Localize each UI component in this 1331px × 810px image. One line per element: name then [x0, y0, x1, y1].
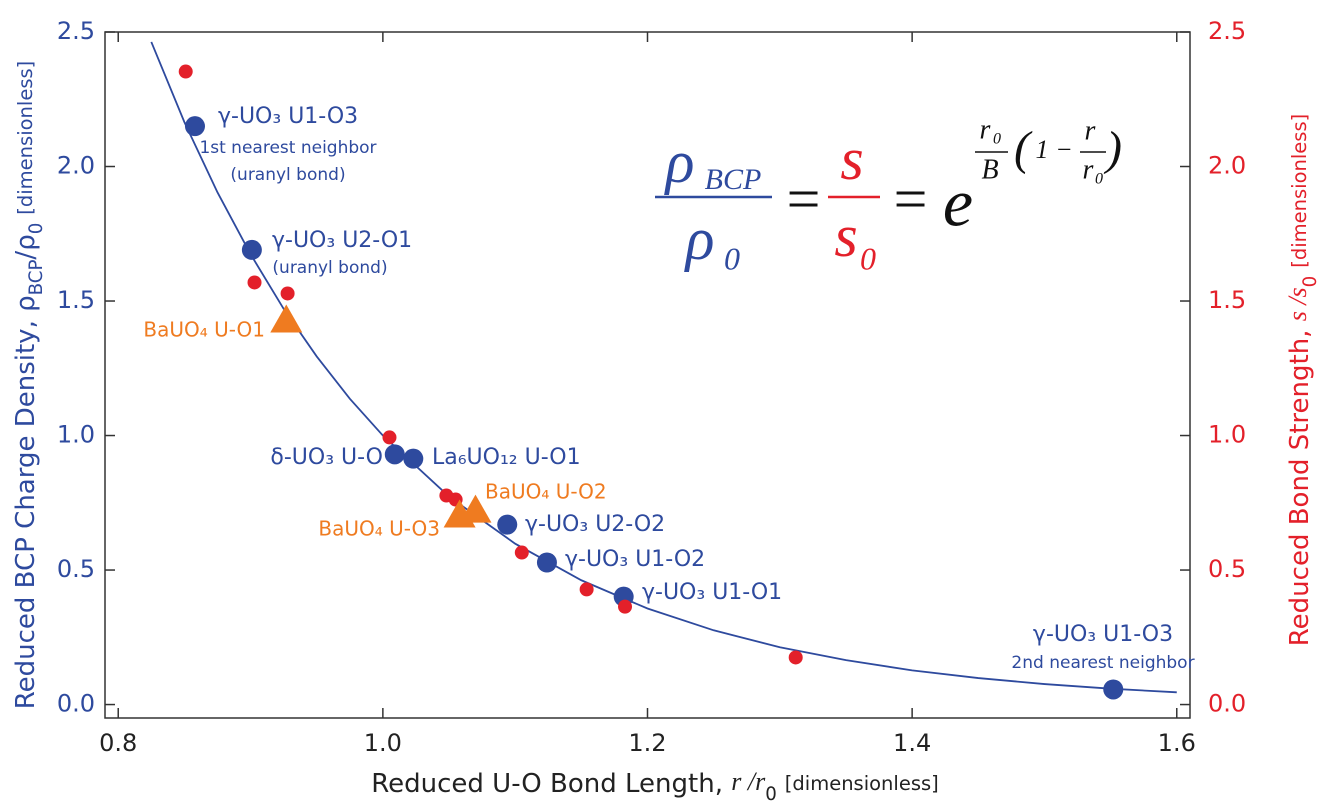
- data-point: [184, 116, 205, 137]
- data-point: [247, 275, 262, 290]
- y-axis-label: Reduced BCP Charge Density, ρBCP/ρ0 [dime…: [11, 61, 47, 710]
- label-part: r /r: [731, 767, 766, 796]
- y2-tick-label: 2.5: [1208, 17, 1246, 45]
- point-label: γ-UO₃ U1-O2: [565, 547, 705, 572]
- y-tick-label: 2.5: [57, 17, 95, 45]
- equation-part: ρ: [664, 129, 695, 195]
- data-point: [618, 599, 633, 614]
- data-point: [514, 545, 529, 560]
- equation-part: =: [783, 166, 824, 232]
- data-point: [536, 552, 557, 573]
- label-part: [dimensionless]: [14, 61, 37, 215]
- label-part: 0: [1300, 276, 1321, 288]
- point-label: γ-UO₃ U2-O2: [525, 512, 665, 537]
- y2-axis-label: Reduced Bond Strength, s /s0 [dimensionle…: [1283, 114, 1321, 646]
- y-tick-label: 1.5: [57, 286, 95, 314]
- equation-part: r: [1085, 115, 1096, 146]
- equation-part: s: [840, 126, 863, 192]
- x-tick-label: 1.4: [893, 729, 931, 757]
- data-point: [241, 239, 262, 260]
- label-part: Reduced U-O Bond Length,: [371, 769, 731, 799]
- point-label: La₆UO₁₂ U-O1: [432, 445, 581, 470]
- label-part: Reduced BCP Charge Density, ρ: [11, 295, 41, 709]
- point-label: BaUO₄ U-O2: [485, 480, 607, 504]
- label-part: s /s: [1283, 287, 1312, 321]
- equation-part: B: [981, 154, 998, 185]
- equation-part: 0: [993, 131, 1001, 148]
- point-label: (uranyl bond): [230, 165, 345, 185]
- label-part: /ρ: [11, 234, 41, 259]
- equation-part: (: [1014, 122, 1033, 175]
- y2-tick-label: 2.0: [1208, 152, 1246, 180]
- label-part: [dimensionless]: [785, 772, 939, 795]
- equation-part: r: [1083, 154, 1094, 185]
- point-label: BaUO₄ U-O3: [318, 517, 440, 541]
- equation-part: 0: [724, 240, 740, 276]
- y2-tick-label: 0.0: [1208, 690, 1246, 718]
- triangle-point: [270, 304, 303, 333]
- equation-part: −: [1055, 135, 1073, 164]
- data-point: [579, 582, 594, 597]
- equation-part: s: [834, 203, 857, 269]
- data-point: [403, 448, 424, 469]
- data-point: [497, 514, 518, 535]
- x-tick-label: 0.8: [99, 729, 137, 757]
- y-tick-label: 0.5: [57, 555, 95, 583]
- data-point: [178, 64, 193, 79]
- data-point: [788, 650, 803, 665]
- y-tick-label: 1.0: [57, 421, 95, 449]
- point-label: 1st nearest neighbor: [199, 138, 376, 158]
- point-label: BaUO₄ U-O1: [143, 318, 265, 342]
- label-part: 0: [26, 223, 47, 235]
- data-point: [384, 444, 405, 465]
- equation-part: r: [980, 114, 991, 145]
- data-point: [382, 430, 397, 445]
- data-point: [1103, 679, 1124, 700]
- label-part: BCP: [26, 260, 47, 296]
- equation-part: 0: [860, 240, 876, 276]
- x-tick-label: 1.0: [364, 729, 402, 757]
- point-label: 2nd nearest neighbor: [1011, 653, 1194, 673]
- equation-part: e: [943, 165, 973, 241]
- equation-part: =: [890, 166, 931, 232]
- point-label: γ-UO₃ U2-O1: [272, 228, 412, 253]
- point-label: γ-UO₃ U1-O3: [1033, 622, 1173, 647]
- label-part: [dimensionless]: [1288, 114, 1311, 268]
- point-label: γ-UO₃ U1-O3: [218, 104, 358, 129]
- triangle-point: [443, 499, 476, 528]
- y-tick-label: 2.0: [57, 152, 95, 180]
- equation-part: 1: [1036, 135, 1049, 164]
- x-tick-label: 1.2: [628, 729, 666, 757]
- y-tick-label: 0.0: [57, 690, 95, 718]
- equation-part: ): [1103, 122, 1122, 175]
- y2-tick-label: 1.0: [1208, 421, 1246, 449]
- label-part: Reduced Bond Strength,: [1285, 321, 1315, 646]
- point-label: (uranyl bond): [272, 258, 387, 278]
- x-axis-label: Reduced U-O Bond Length, r /r0 [dimension…: [371, 767, 939, 805]
- y2-tick-label: 0.5: [1208, 555, 1246, 583]
- equation-part: 0: [1095, 171, 1103, 188]
- y2-tick-label: 1.5: [1208, 286, 1246, 314]
- label-part: 0: [765, 784, 777, 805]
- point-label: γ-UO₃ U1-O1: [642, 580, 782, 605]
- equation-part: BCP: [705, 163, 762, 196]
- equation-part: ρ: [684, 206, 715, 272]
- x-tick-label: 1.6: [1158, 729, 1196, 757]
- point-label: δ-UO₃ U-O: [270, 445, 383, 470]
- data-point: [280, 286, 295, 301]
